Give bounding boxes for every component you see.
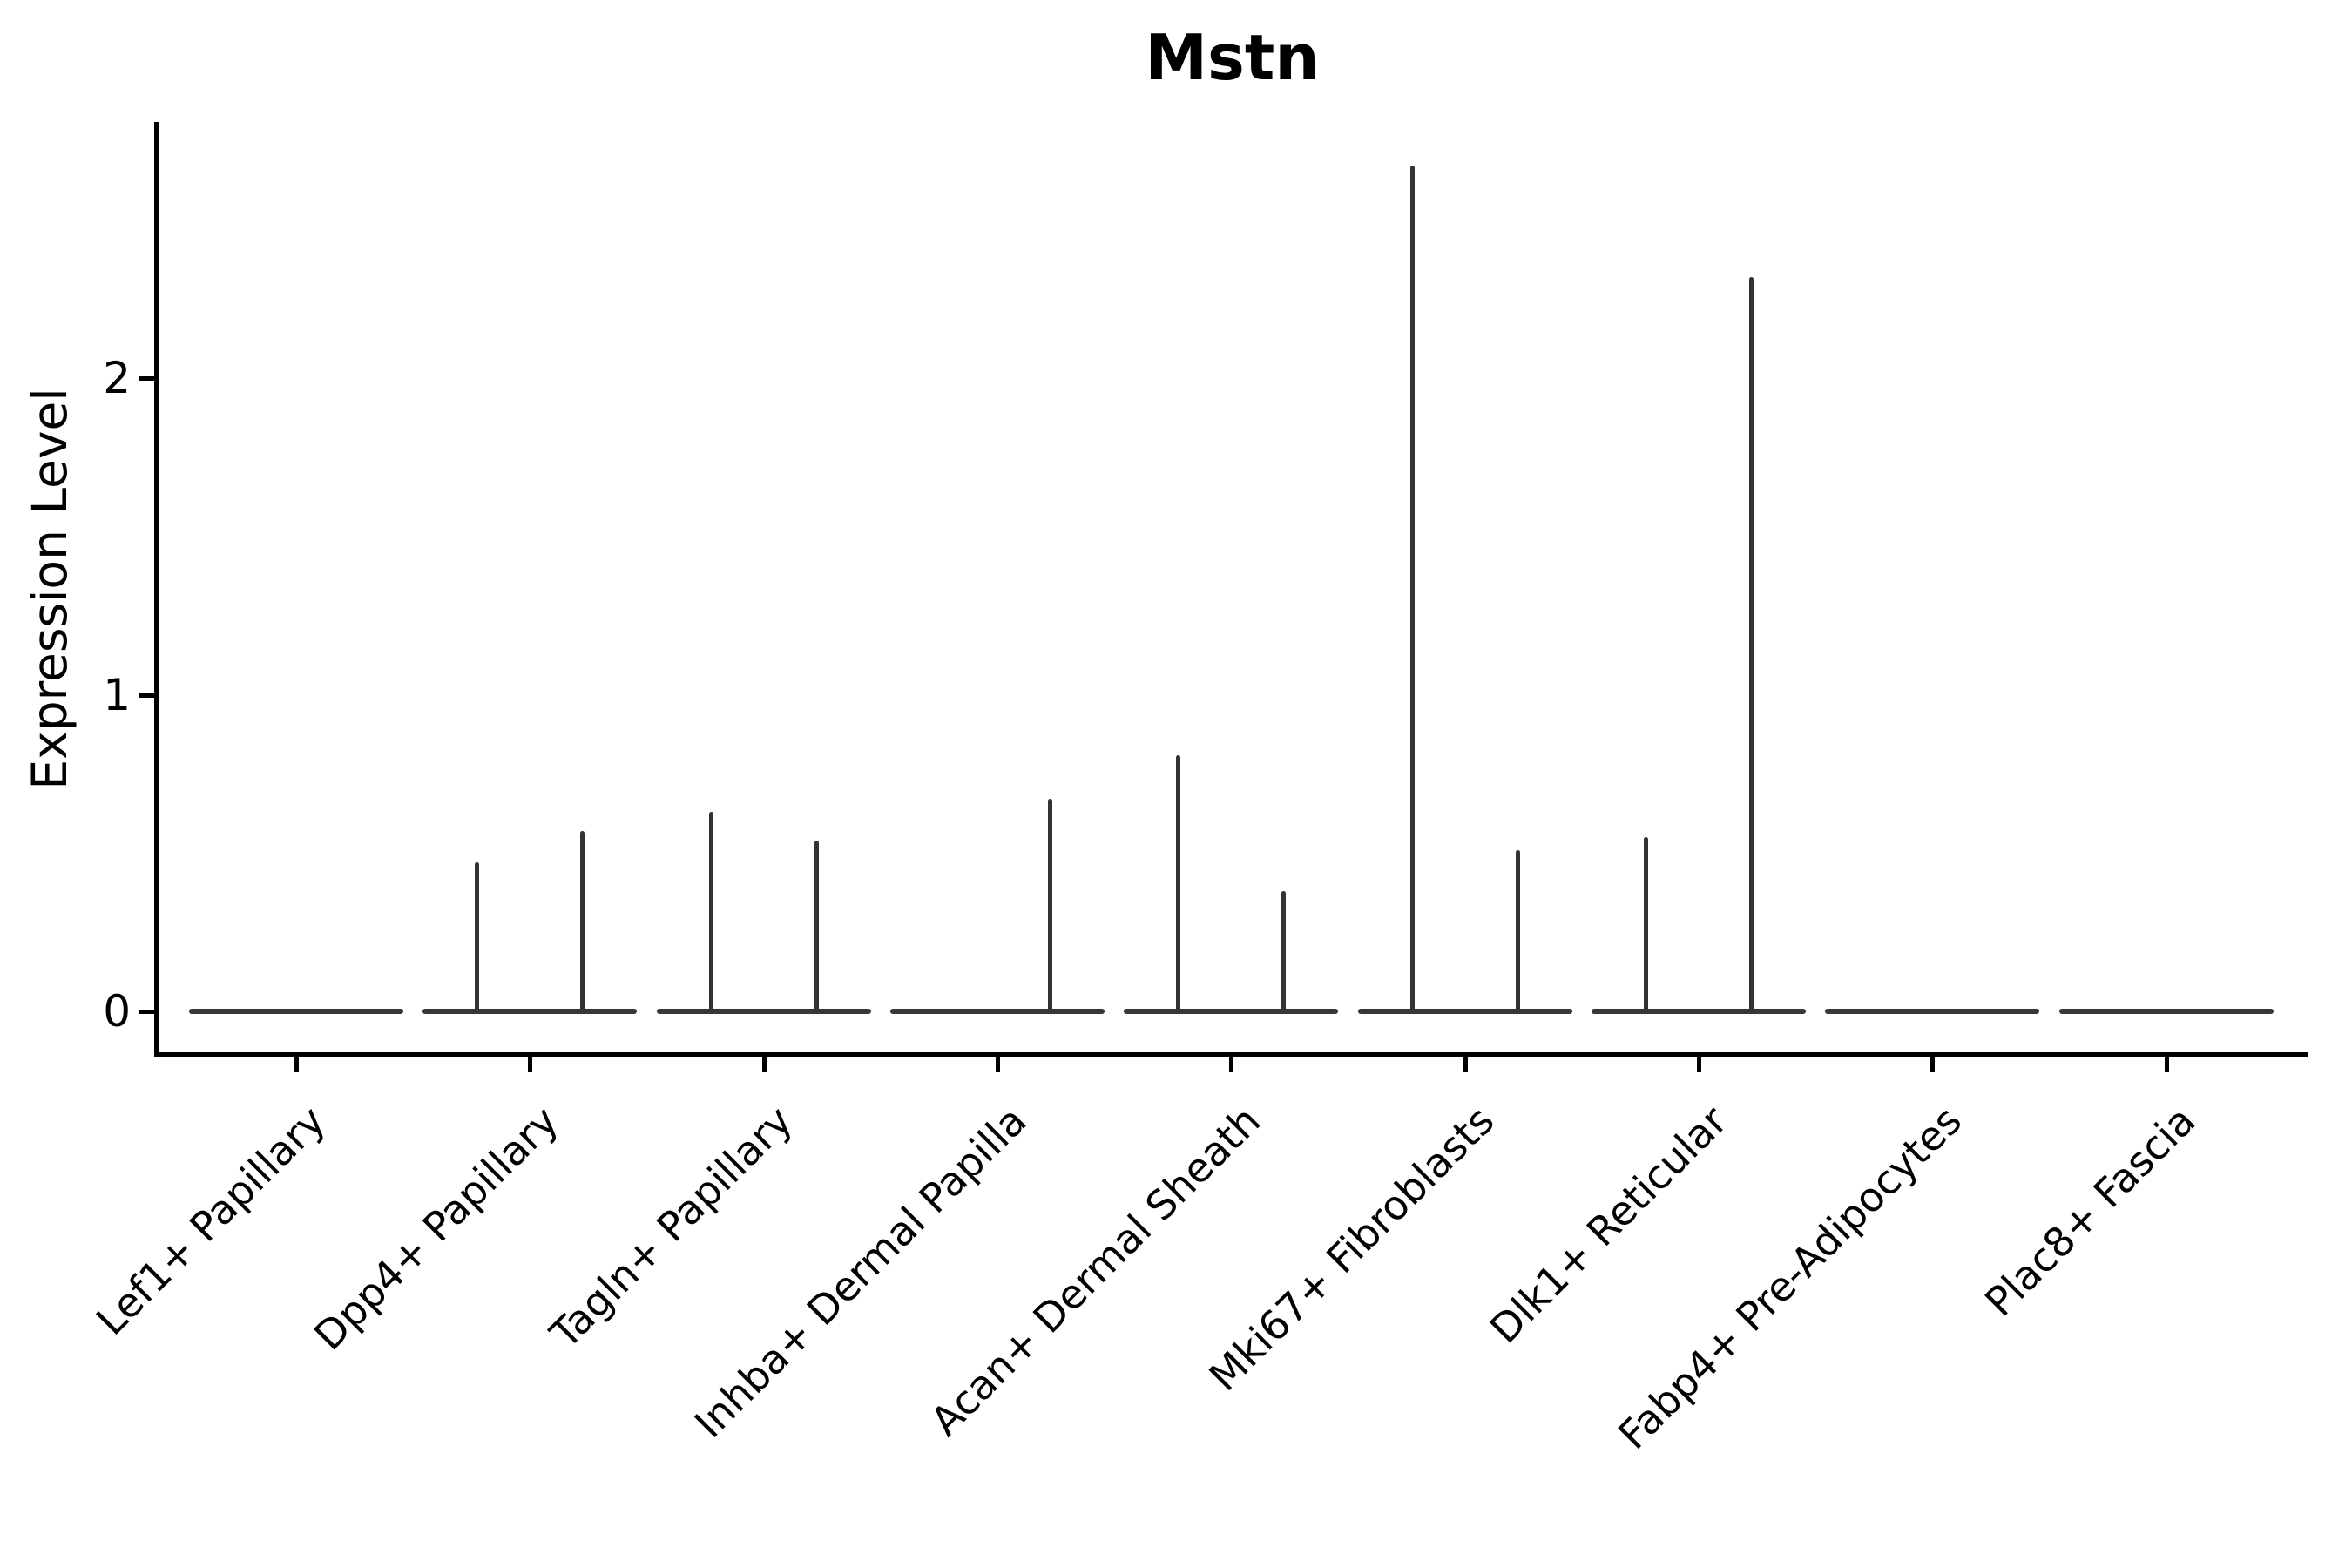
violin-spike-dpp4-papillary-left	[475, 862, 480, 1011]
x-axis-spine	[154, 1052, 2308, 1057]
violin-baseline-acan-dermal-sheath	[1124, 1009, 1339, 1014]
plot-title: Mstn	[1145, 21, 1320, 94]
y-tick-mark-1	[139, 693, 154, 698]
violin-baseline-tagln-papillary	[656, 1009, 871, 1014]
x-tick-mark-acan-dermal-sheath	[1229, 1057, 1234, 1072]
x-tick-label-tagln-papillary: Tagln+ Papillary	[541, 1097, 802, 1358]
x-tick-label-dpp4-papillary: Dpp4+ Papillary	[305, 1097, 568, 1360]
violin-spike-acan-dermal-sheath-right	[1281, 890, 1287, 1011]
violin-baseline-mki67-fibroblasts	[1357, 1009, 1572, 1014]
violin-spike-dlk1-reticular-right	[1748, 276, 1754, 1011]
y-tick-label-2: 2	[103, 353, 131, 403]
x-tick-mark-plac8-fascia	[2164, 1057, 2169, 1072]
x-tick-mark-tagln-papillary	[761, 1057, 767, 1072]
violin-spike-dlk1-reticular-left	[1643, 837, 1648, 1011]
x-tick-mark-dpp4-papillary	[528, 1057, 533, 1072]
x-tick-label-dlk1-reticular: Dlk1+ Reticular	[1481, 1097, 1737, 1353]
x-tick-mark-inhba-dermal-papilla	[995, 1057, 1000, 1072]
x-tick-mark-fabp4-pre-adipocytes	[1930, 1057, 1936, 1072]
violin-spike-tagln-papillary-left	[708, 811, 713, 1011]
x-tick-mark-mki67-fibroblasts	[1463, 1057, 1468, 1072]
violin-spike-acan-dermal-sheath-left	[1176, 754, 1181, 1011]
violin-baseline-dpp4-papillary	[422, 1009, 638, 1014]
violin-spike-dpp4-papillary-right	[580, 830, 585, 1011]
x-tick-mark-dlk1-reticular	[1696, 1057, 1701, 1072]
violin-spike-mki67-fibroblasts-right	[1515, 849, 1520, 1011]
violin-spike-mki67-fibroblasts-left	[1409, 166, 1415, 1011]
violin-spike-tagln-papillary-right	[814, 840, 819, 1011]
y-axis-spine	[154, 122, 159, 1057]
violin-spike-inhba-dermal-papilla-right	[1047, 799, 1052, 1011]
y-axis-label: Expression Level	[22, 388, 78, 790]
x-tick-label-lef1-papillary: Lef1+ Papillary	[86, 1097, 335, 1345]
y-tick-label-1: 1	[103, 669, 131, 720]
violin-baseline-fabp4-pre-adipocytes	[1825, 1009, 2040, 1014]
violin-baseline-inhba-dermal-papilla	[889, 1009, 1105, 1014]
x-tick-label-plac8-fascia: Plac8+ Fascia	[1975, 1097, 2204, 1326]
y-tick-mark-0	[139, 1010, 154, 1014]
violin-baseline-dlk1-reticular	[1591, 1009, 1806, 1014]
y-tick-mark-2	[139, 376, 154, 381]
x-tick-mark-lef1-papillary	[294, 1057, 299, 1072]
y-tick-label-0: 0	[103, 986, 131, 1037]
violin-baseline-lef1-papillary	[189, 1009, 403, 1014]
violin-baseline-plac8-fascia	[2058, 1009, 2274, 1014]
